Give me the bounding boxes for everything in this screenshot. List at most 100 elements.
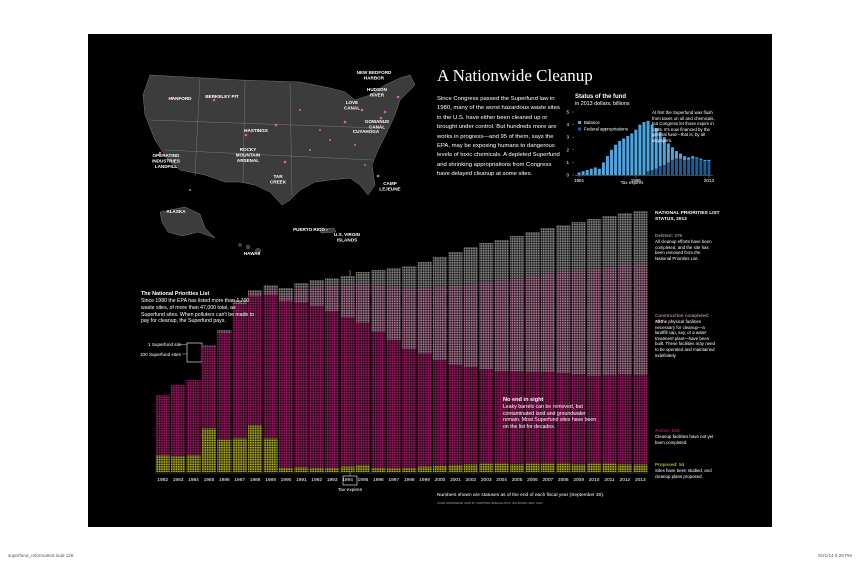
x-tick-label: 2008 bbox=[558, 477, 569, 483]
tax-expires-label: Tax expires bbox=[338, 487, 363, 493]
legend-label: Active: 633 bbox=[655, 428, 680, 433]
bar-segment bbox=[586, 463, 602, 472]
bar-segment bbox=[707, 161, 711, 175]
bar-segment bbox=[494, 463, 509, 472]
bar-segment bbox=[646, 171, 650, 175]
map-label: OPERATING bbox=[153, 153, 180, 158]
bar-segment bbox=[371, 331, 386, 468]
bar-segment bbox=[654, 168, 658, 175]
intro-text: Since Congress passed the Superfund law … bbox=[437, 96, 560, 178]
bar-segment bbox=[509, 464, 525, 472]
bar-segment bbox=[642, 122, 646, 175]
bar-segment bbox=[556, 463, 571, 472]
bar-segment bbox=[432, 286, 448, 360]
bar-segment bbox=[646, 120, 650, 172]
site-dot bbox=[329, 139, 331, 141]
site-dot bbox=[319, 129, 321, 131]
bar-segment bbox=[217, 332, 232, 440]
bar-segment bbox=[494, 371, 509, 464]
site-dot bbox=[379, 116, 383, 120]
bar-segment bbox=[417, 287, 432, 354]
map-label: CUYAHOGA bbox=[353, 129, 380, 134]
map-label: U.S. VIRGIN bbox=[334, 232, 361, 237]
site-dot bbox=[309, 149, 311, 151]
x-tick-label: 1993 bbox=[327, 477, 338, 483]
bar-segment bbox=[658, 132, 662, 167]
map-label: CANAL bbox=[344, 106, 360, 111]
map-label: HAWAII bbox=[244, 251, 260, 256]
bar-segment bbox=[525, 463, 540, 472]
x-tick-label: 1991 bbox=[296, 477, 307, 483]
bar-segment bbox=[448, 252, 463, 286]
bar-segment bbox=[695, 157, 699, 159]
site-dot bbox=[158, 151, 162, 155]
bar-segment bbox=[662, 164, 666, 175]
bar-segment bbox=[263, 285, 278, 290]
credit: JOHN GRIMWADE; MAP BY MAPPING SPECIALIST… bbox=[437, 501, 543, 505]
bar-segment bbox=[691, 156, 695, 159]
bar-segment bbox=[155, 455, 170, 472]
x-tick-label: 1988 bbox=[250, 477, 261, 483]
x-tick-label: 1986 bbox=[219, 477, 230, 483]
x-tick-label: 1990 bbox=[281, 477, 292, 483]
fund-xlabel: Tax expires bbox=[621, 180, 645, 185]
bar-segment bbox=[432, 256, 448, 287]
bar-segment bbox=[309, 467, 324, 472]
bar-segment bbox=[201, 345, 217, 346]
bar-segment bbox=[371, 285, 386, 332]
hawaii-island bbox=[255, 248, 261, 254]
bar-segment bbox=[494, 240, 509, 281]
bar-segment bbox=[585, 169, 589, 175]
x-tick-label: 2003 bbox=[481, 477, 492, 483]
legend-label: Deleted: 375 bbox=[655, 233, 683, 238]
x-tick-label: 1996 bbox=[373, 477, 384, 483]
bar-segment bbox=[217, 331, 232, 333]
x-tick-label: 1989 bbox=[265, 477, 276, 483]
bar-segment bbox=[463, 283, 478, 367]
state-border bbox=[194, 77, 201, 177]
hawaii-island bbox=[238, 243, 242, 247]
x-tick-label: 1995 bbox=[631, 178, 642, 183]
bar-segment bbox=[626, 135, 630, 175]
bar-segment bbox=[171, 385, 186, 457]
bar-segment bbox=[602, 215, 617, 267]
bar-segment bbox=[699, 159, 703, 175]
bar-segment bbox=[556, 373, 571, 464]
map-label: NEW BEDFORD bbox=[357, 70, 392, 75]
bar-segment bbox=[325, 285, 340, 312]
bar-segment bbox=[602, 375, 617, 464]
bar-segment bbox=[650, 124, 654, 170]
map-label: ALASKA bbox=[166, 209, 186, 214]
bar-segment bbox=[309, 279, 324, 287]
map-label: CAMP bbox=[383, 181, 397, 186]
bar-segment bbox=[638, 124, 642, 175]
hawaii-island bbox=[245, 244, 251, 250]
site-dots bbox=[158, 95, 400, 231]
bar-segment bbox=[417, 262, 432, 288]
x-tick-label: 2006 bbox=[527, 477, 538, 483]
bar-segment bbox=[674, 151, 678, 159]
footnote: Numbers shown are statuses as of the end… bbox=[437, 493, 605, 498]
bar-segment bbox=[525, 371, 540, 464]
contiguous-us bbox=[142, 74, 416, 206]
one-site-label: 1 Superfund site bbox=[148, 342, 182, 347]
bar-segment bbox=[602, 463, 617, 472]
no-end-title: No end in sight bbox=[503, 397, 544, 403]
bar-segment bbox=[666, 162, 670, 175]
bar-segment bbox=[278, 467, 294, 472]
x-tick-label: 1992 bbox=[311, 477, 322, 483]
legend-label: Construction completed: 790 bbox=[655, 313, 710, 324]
bar-segment bbox=[509, 235, 525, 279]
site-dot bbox=[283, 160, 287, 164]
bar-segment bbox=[432, 465, 448, 472]
x-tick-label: 1998 bbox=[404, 477, 415, 483]
bar-segment bbox=[494, 280, 509, 372]
state-border bbox=[289, 82, 293, 197]
bar-segment bbox=[610, 149, 614, 175]
bar-segment bbox=[654, 128, 658, 169]
bar-segment bbox=[593, 167, 597, 175]
bar-segment bbox=[201, 345, 217, 347]
bar-segment bbox=[703, 159, 707, 162]
bar-segment bbox=[662, 137, 666, 165]
map-label: GOWANUS bbox=[365, 119, 389, 124]
